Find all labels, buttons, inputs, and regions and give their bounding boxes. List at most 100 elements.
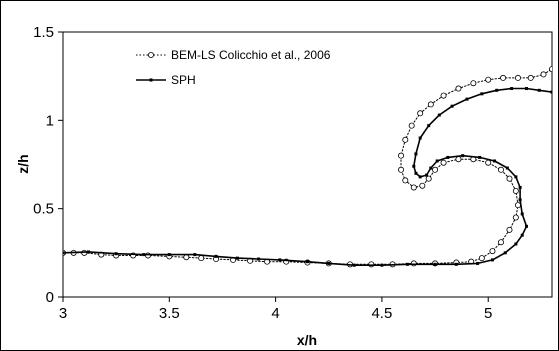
series-1-point-28 <box>493 159 497 163</box>
legend-label-sph: SPH <box>171 73 196 87</box>
legend-marker-sph <box>149 78 153 82</box>
x-axis-label: x/h <box>297 332 317 348</box>
x-tick-label-0: 3 <box>59 305 67 322</box>
series-0-point-40 <box>410 184 417 191</box>
series-0-point-25 <box>489 248 496 255</box>
series-1-point-33 <box>429 166 433 170</box>
legend-marker-bem <box>147 52 154 59</box>
series-1-point-44 <box>480 92 484 96</box>
series-layer <box>63 66 552 268</box>
series-1-point-30 <box>461 154 465 158</box>
series-1-point-23 <box>520 212 524 216</box>
series-0-point-29 <box>514 202 521 209</box>
series-line-1 <box>63 87 552 267</box>
series-0-point-54 <box>527 74 534 81</box>
series-1-point-24 <box>518 198 522 202</box>
plot-area-frame <box>62 31 553 298</box>
series-1-point-18 <box>490 258 494 262</box>
series-1 <box>63 87 552 267</box>
y-tick-label-3: 1.5 <box>33 24 54 41</box>
series-0-point-39 <box>419 182 426 189</box>
series-1-point-0 <box>63 251 65 255</box>
series-0-point-56 <box>549 66 552 73</box>
series-1-point-15 <box>433 262 437 266</box>
series-0-point-50 <box>470 80 477 87</box>
series-1-point-13 <box>380 263 384 267</box>
series-1-point-4 <box>167 253 171 257</box>
series-0-point-32 <box>497 166 504 173</box>
series-1-point-21 <box>520 233 524 237</box>
y-tick-label-2: 1 <box>46 112 54 129</box>
series-0-point-55 <box>540 71 547 78</box>
series-0-point-37 <box>432 166 439 173</box>
x-tick-label-4: 5 <box>484 305 492 322</box>
series-0-point-27 <box>506 226 513 233</box>
series-0-point-33 <box>485 159 492 166</box>
series-1-point-48 <box>537 88 541 92</box>
series-1-point-42 <box>450 104 454 108</box>
x-tick-label-2: 4 <box>271 305 279 322</box>
series-1-point-29 <box>478 155 482 159</box>
series-1-point-40 <box>427 124 431 128</box>
series-0-point-51 <box>485 76 492 83</box>
series-1-point-43 <box>465 97 469 101</box>
x-tick-label-1: 3.5 <box>159 305 180 322</box>
series-1-point-35 <box>418 175 422 179</box>
series-0-point-46 <box>417 110 424 117</box>
series-0-point-31 <box>506 175 513 182</box>
series-1-point-39 <box>418 136 422 140</box>
series-0-point-45 <box>408 122 415 129</box>
series-0-point-28 <box>512 214 519 221</box>
series-1-point-1 <box>87 250 91 254</box>
series-0-point-52 <box>500 74 507 81</box>
series-0-point-26 <box>497 239 504 246</box>
y-tick-label-1: 0.5 <box>33 201 54 218</box>
series-1-point-31 <box>446 155 450 159</box>
series-1-point-12 <box>352 263 356 267</box>
series-1-point-16 <box>454 262 458 266</box>
series-0-point-38 <box>425 175 432 182</box>
series-0-point-36 <box>440 159 447 166</box>
series-1-point-2 <box>114 252 118 256</box>
series-1-point-41 <box>437 113 441 117</box>
series-1-point-7 <box>235 256 239 260</box>
series-1-point-37 <box>412 164 416 168</box>
series-1-point-10 <box>306 260 309 264</box>
series-0-point-6 <box>145 252 152 259</box>
series-1-point-17 <box>476 261 480 265</box>
series-1-point-20 <box>514 242 518 246</box>
series-0-point-8 <box>183 254 190 261</box>
series-0-point-18 <box>368 261 375 268</box>
series-0-point-48 <box>440 92 447 99</box>
legend-label-bem: BEM-LS Colicchio et al., 2006 <box>171 48 331 62</box>
series-1-point-46 <box>510 87 514 91</box>
series-0-point-43 <box>398 152 405 159</box>
series-0-point-42 <box>398 166 405 173</box>
series-1-point-22 <box>524 224 528 228</box>
series-0-point-20 <box>410 260 417 267</box>
series-1-point-49 <box>550 90 552 94</box>
series-1-point-8 <box>257 257 261 261</box>
series-1-point-3 <box>142 253 146 257</box>
series-1-point-38 <box>414 152 418 156</box>
series-1-point-47 <box>524 87 528 91</box>
series-1-point-9 <box>278 258 282 262</box>
axis-ticks <box>58 31 489 302</box>
series-1-point-27 <box>505 166 509 170</box>
series-1-point-19 <box>503 251 507 255</box>
series-0-point-9 <box>198 255 205 262</box>
series-0-point-41 <box>402 177 409 184</box>
series-1-point-34 <box>425 173 429 177</box>
legend: BEM-LS Colicchio et al., 2006 SPH <box>136 48 331 87</box>
series-1-point-6 <box>214 254 218 258</box>
y-tick-label-0: 0 <box>46 289 54 306</box>
series-0-point-30 <box>512 187 519 194</box>
series-0-point-47 <box>427 101 434 108</box>
series-0-point-24 <box>478 255 485 262</box>
series-1-point-14 <box>405 262 409 266</box>
series-1-point-5 <box>193 253 197 257</box>
series-1-point-26 <box>514 175 518 179</box>
series-0-point-49 <box>455 85 462 92</box>
